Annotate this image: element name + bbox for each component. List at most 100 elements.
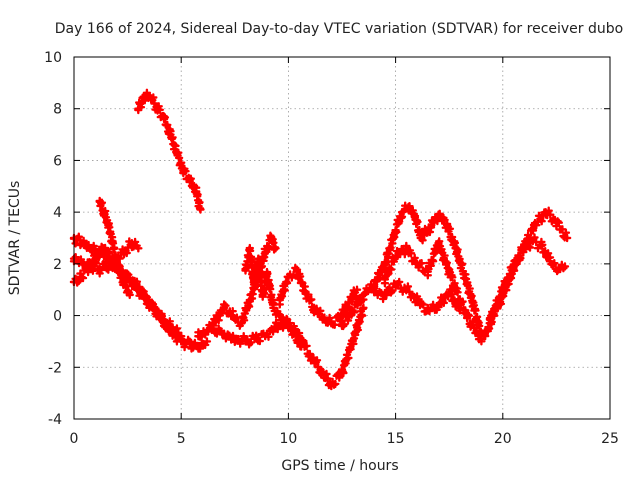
data-point xyxy=(359,303,368,313)
data-point xyxy=(230,334,239,344)
data-point xyxy=(294,332,304,341)
data-point xyxy=(99,207,109,217)
data-point xyxy=(348,337,357,346)
data-point xyxy=(211,316,220,325)
data-point xyxy=(455,306,465,315)
data-point xyxy=(423,267,432,276)
data-point xyxy=(179,166,188,175)
data-point xyxy=(530,220,540,230)
data-series xyxy=(194,231,280,341)
data-point xyxy=(423,306,432,315)
x-tick-label: 15 xyxy=(387,431,405,447)
data-point xyxy=(95,197,104,206)
data-point xyxy=(348,306,357,315)
data-point xyxy=(292,267,302,276)
data-point xyxy=(112,259,122,269)
data-point xyxy=(397,207,407,217)
data-point xyxy=(391,226,400,235)
data-point xyxy=(95,264,104,274)
data-point xyxy=(91,246,100,256)
data-point xyxy=(337,321,347,331)
data-point xyxy=(219,329,229,338)
data-point xyxy=(185,339,194,349)
x-tick-label: 10 xyxy=(279,431,297,447)
data-point xyxy=(108,238,117,248)
data-point xyxy=(262,270,272,279)
data-point xyxy=(552,218,561,227)
data-point xyxy=(142,295,152,305)
y-axis-label: SDTVAR / TECUs xyxy=(7,181,23,296)
data-point xyxy=(185,176,194,186)
data-series xyxy=(369,277,465,316)
data-series xyxy=(209,303,368,391)
data-point xyxy=(151,306,160,315)
data-point xyxy=(460,270,469,279)
data-point xyxy=(412,259,422,269)
x-tick-label: 5 xyxy=(177,431,186,447)
data-point xyxy=(209,324,218,333)
data-point xyxy=(269,303,278,313)
data-point xyxy=(318,313,327,323)
data-point xyxy=(442,220,452,230)
data-point xyxy=(125,290,134,300)
data-point xyxy=(284,272,293,281)
data-point xyxy=(127,238,137,248)
data-point xyxy=(166,130,175,139)
data-point xyxy=(121,246,130,256)
data-point xyxy=(451,244,460,253)
data-point xyxy=(327,319,336,328)
y-tick-label: -2 xyxy=(48,360,62,376)
data-point xyxy=(485,313,495,323)
data-point xyxy=(412,295,422,305)
data-point xyxy=(245,295,255,305)
data-point xyxy=(275,311,285,320)
data-point xyxy=(434,238,443,248)
data-point xyxy=(104,220,113,230)
data-point xyxy=(502,280,512,289)
data-point xyxy=(177,332,186,341)
data-point xyxy=(402,285,411,294)
data-point xyxy=(520,244,529,253)
data-series xyxy=(275,263,362,329)
data-point xyxy=(138,96,147,106)
data-point xyxy=(146,94,156,103)
data-point xyxy=(537,241,546,250)
x-axis-label: GPS time / hours xyxy=(281,458,398,474)
data-point xyxy=(168,324,177,333)
series-markers xyxy=(134,88,205,213)
data-point xyxy=(511,259,520,269)
data-point xyxy=(404,202,413,212)
data-point xyxy=(104,262,113,271)
y-tick-label: 6 xyxy=(53,153,62,169)
data-point xyxy=(82,241,92,250)
data-point xyxy=(153,104,162,113)
data-series xyxy=(134,88,205,214)
data-point xyxy=(359,290,368,300)
data-series xyxy=(241,243,306,351)
data-point xyxy=(380,290,390,300)
data-point xyxy=(194,342,203,351)
data-point xyxy=(76,272,85,281)
data-point xyxy=(425,223,435,232)
data-point xyxy=(327,381,336,390)
y-tick-label: 8 xyxy=(53,102,62,118)
data-point xyxy=(562,233,572,243)
x-tick-label: 0 xyxy=(70,431,79,447)
data-point xyxy=(494,301,503,310)
data-point xyxy=(192,187,201,196)
axis-ticks: 0 5 10 15 20 25 -4 -2 0 2 4 6 8 10 xyxy=(44,50,619,447)
data-point xyxy=(241,264,250,274)
data-point xyxy=(337,368,347,377)
data-point xyxy=(159,316,169,325)
data-point xyxy=(466,319,475,328)
data-point xyxy=(76,236,85,245)
y-tick-label: -4 xyxy=(48,412,62,428)
data-point xyxy=(267,233,276,243)
data-point xyxy=(273,321,282,331)
data-point xyxy=(159,114,169,124)
data-point xyxy=(545,257,555,266)
x-tick-label: 25 xyxy=(601,431,619,447)
data-point xyxy=(228,311,237,320)
data-point xyxy=(271,244,280,253)
data-point xyxy=(219,303,229,313)
